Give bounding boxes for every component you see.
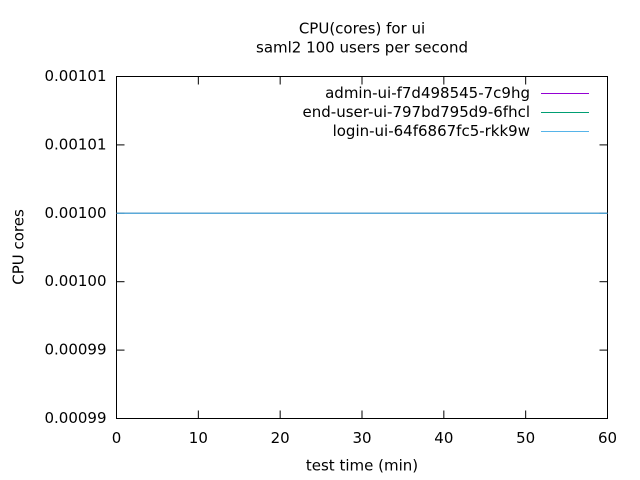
x-tick-label: 10	[189, 429, 208, 447]
chart-subtitle: saml2 100 users per second	[256, 39, 468, 57]
legend-label: admin-ui-f7d498545-7c9hg	[325, 84, 530, 102]
x-tick-label: 40	[434, 429, 453, 447]
legend-label: end-user-ui-797bd795d9-6fhcl	[303, 103, 530, 121]
y-tick-label: 0.00100	[44, 272, 106, 290]
x-axis-label: test time (min)	[306, 457, 418, 475]
legend-label: login-ui-64f6867fc5-rkk9w	[333, 122, 530, 140]
y-tick-label: 0.00099	[44, 409, 106, 427]
x-tick-label: 0	[112, 429, 122, 447]
y-tick-label: 0.00101	[44, 135, 106, 153]
y-tick-label: 0.00099	[44, 341, 106, 359]
y-tick-label: 0.00101	[44, 67, 106, 85]
x-tick-label: 60	[598, 429, 617, 447]
x-tick-label: 50	[516, 429, 535, 447]
y-tick-label: 0.00100	[44, 204, 106, 222]
chart-title: CPU(cores) for ui	[299, 20, 425, 38]
x-tick-label: 30	[352, 429, 371, 447]
plot-border	[116, 76, 608, 419]
x-tick-label: 20	[271, 429, 290, 447]
y-axis-label: CPU cores	[10, 209, 28, 285]
